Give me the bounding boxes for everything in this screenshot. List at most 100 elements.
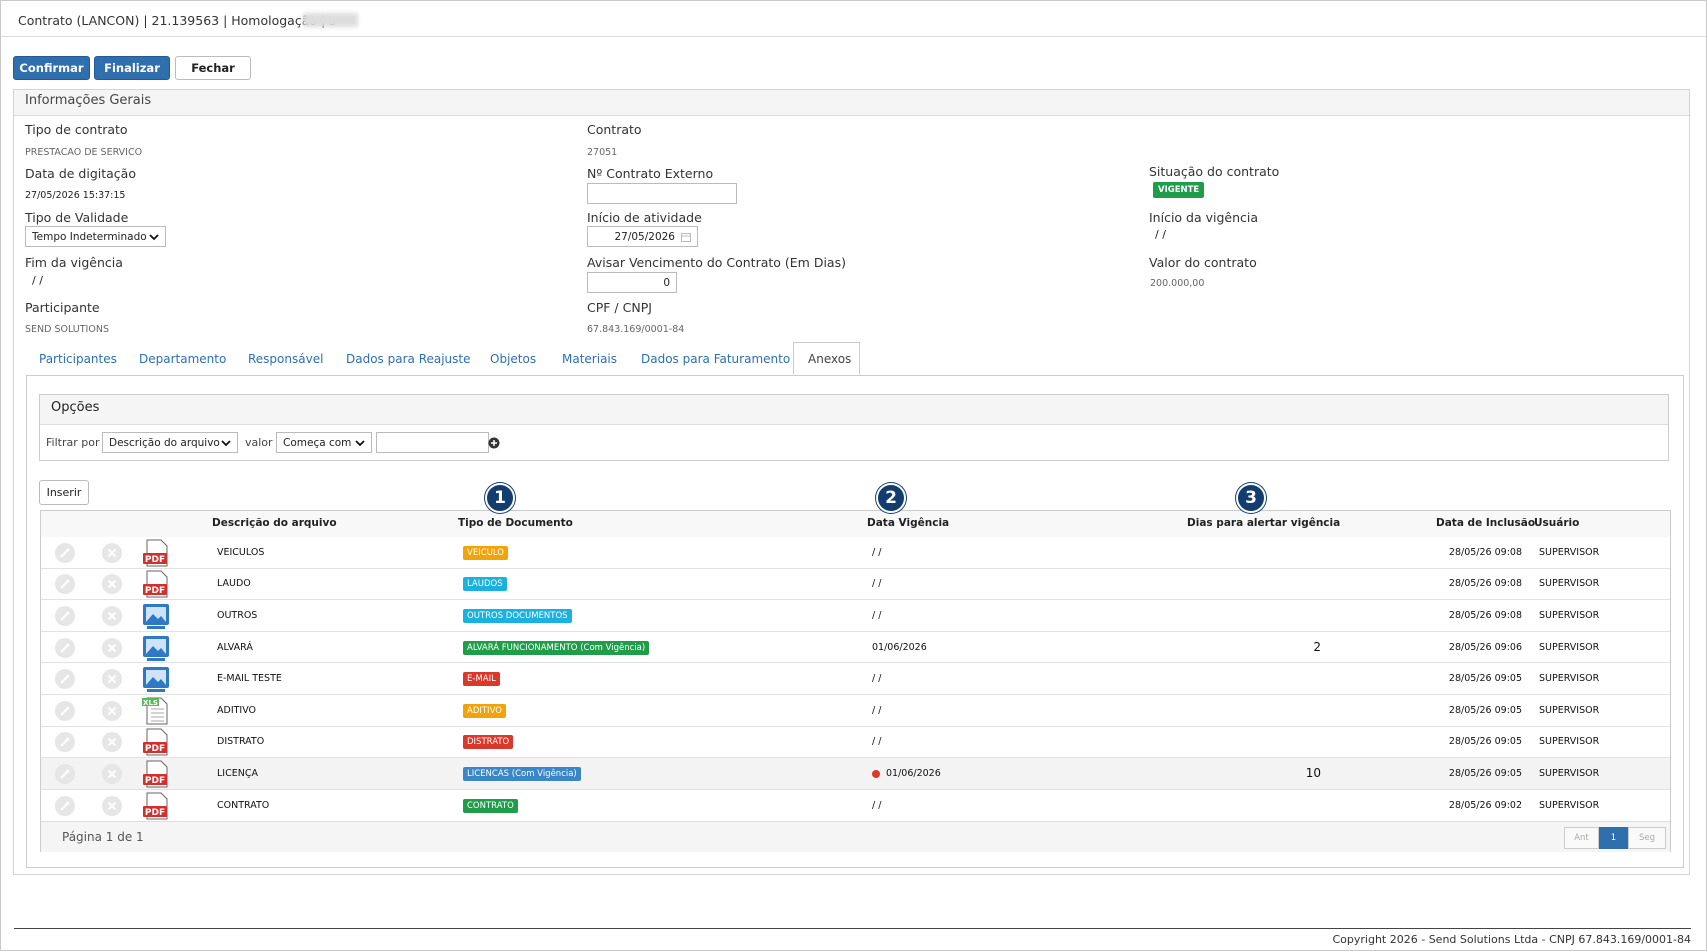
inclusion-date: 28/05/26 09:05: [1448, 736, 1522, 748]
options-header: [40, 395, 1668, 425]
filter-field-select[interactable]: Descrição do arquivo: [102, 432, 238, 453]
delete-button[interactable]: [101, 542, 123, 564]
next-page[interactable]: Seg: [1628, 827, 1666, 849]
pencil: [60, 769, 70, 779]
warn-days-input[interactable]: 0: [587, 272, 677, 293]
field-label: Valor do contrato: [1149, 255, 1257, 270]
validity-select[interactable]: Tempo Indeterminado: [25, 226, 166, 247]
tab[interactable]: Departamento: [139, 351, 227, 366]
table-footer: [41, 821, 1670, 852]
finish-button[interactable]: Finalizar: [94, 56, 170, 80]
document-type-badge: OUTROS DOCUMENTOS: [463, 609, 572, 623]
validity-date: / /: [872, 704, 882, 716]
icon-label: PDF: [145, 744, 165, 754]
callout-marker: 1: [485, 483, 515, 513]
file-icon[interactable]: PDF: [141, 570, 171, 598]
add-filter-icon[interactable]: [488, 437, 500, 449]
user: SUPERVISOR: [1539, 546, 1600, 558]
delete-button[interactable]: [101, 573, 123, 595]
filter-value-input[interactable]: [376, 432, 489, 453]
inclusion-date: 28/05/26 09:08: [1448, 546, 1522, 558]
field-label: Início de atividade: [587, 210, 702, 225]
file-icon[interactable]: PDF: [141, 728, 171, 756]
edit-button[interactable]: [54, 795, 76, 817]
field-label: Situação do contrato: [1149, 164, 1280, 179]
file-description: LICENÇA: [217, 768, 258, 779]
file-icon[interactable]: PDF: [141, 539, 171, 567]
edit-button[interactable]: [54, 573, 76, 595]
file-icon[interactable]: PDF: [141, 760, 171, 788]
edit-button[interactable]: [54, 700, 76, 722]
edit-button[interactable]: [54, 731, 76, 753]
filter-label: Filtrar por: [46, 436, 100, 449]
edit-button[interactable]: [54, 637, 76, 659]
pencil: [60, 706, 70, 716]
validity-date: / /: [872, 673, 882, 685]
inclusion-date: 28/05/26 09:06: [1448, 641, 1522, 653]
close-button[interactable]: Fechar: [175, 56, 251, 80]
column-header: Usuário: [1534, 517, 1580, 529]
pencil: [60, 800, 70, 811]
external-contract-input[interactable]: [587, 183, 737, 204]
validity-date: / /: [872, 546, 882, 558]
tab[interactable]: Dados para Reajuste: [346, 351, 471, 366]
column-header: Data de Inclusão: [1436, 517, 1536, 529]
callout-marker: 3: [1236, 483, 1266, 513]
tab[interactable]: Participantes: [39, 351, 117, 366]
operator-select[interactable]: Começa com: [276, 432, 372, 453]
field-value: PRESTACAO DE SERVICO: [25, 147, 143, 158]
tab[interactable]: Anexos: [793, 342, 860, 375]
field-label: Tipo de Validade: [25, 210, 129, 225]
document-type-badge: DISTRATO: [463, 735, 514, 750]
panel-header: [14, 90, 1689, 116]
base: [147, 626, 165, 629]
field-label: Tipo de contrato: [25, 122, 128, 137]
column-header: Descrição do arquivo: [212, 517, 337, 529]
tab[interactable]: Dados para Faturamento: [641, 351, 791, 366]
file-icon[interactable]: PDF: [141, 792, 171, 820]
footer-divider: [14, 928, 1691, 929]
prev-page[interactable]: Ant: [1564, 827, 1599, 849]
input-value: 27/05/2026: [614, 230, 675, 243]
edit-button[interactable]: [54, 668, 76, 690]
pdf-band: [143, 774, 167, 785]
file-icon[interactable]: [141, 634, 171, 662]
tab[interactable]: Responsável: [248, 351, 324, 366]
field-value: 27/05/2026 15:37:15: [25, 190, 126, 201]
start-date-input[interactable]: 27/05/2026: [587, 226, 698, 247]
confirm-button[interactable]: Confirmar: [13, 56, 90, 80]
delete-button[interactable]: [101, 700, 123, 722]
icon-label: XLS: [143, 699, 158, 707]
pdf-band: [143, 552, 167, 564]
status-badge: VIGENTE: [1153, 182, 1205, 198]
xls-band: [142, 697, 159, 706]
delete-button[interactable]: [101, 763, 123, 785]
inclusion-date: 28/05/26 09:08: [1448, 578, 1522, 590]
edit-button[interactable]: [54, 542, 76, 564]
file-description: CONTRATO: [217, 799, 270, 811]
file-icon[interactable]: [141, 602, 171, 630]
alert-dot: [872, 770, 880, 778]
current-page[interactable]: 1: [1599, 827, 1628, 849]
table-row: [41, 631, 1670, 664]
tab[interactable]: Materiais: [562, 351, 618, 366]
file-icon[interactable]: [141, 665, 171, 693]
delete-button[interactable]: [101, 668, 123, 690]
insert-button[interactable]: Inserir: [39, 480, 89, 505]
edit-button[interactable]: [54, 763, 76, 785]
column-header: Data Vigência: [867, 517, 950, 529]
icon-label: PDF: [145, 586, 165, 596]
tab[interactable]: Objetos: [490, 351, 537, 366]
page-title: Contrato (LANCON) | 21.139563 | Homologa…: [18, 13, 336, 28]
user: SUPERVISOR: [1539, 641, 1600, 653]
inclusion-date: 28/05/26 09:05: [1448, 704, 1522, 716]
delete-button[interactable]: [101, 605, 123, 627]
delete-button[interactable]: [101, 637, 123, 659]
options-box: [39, 394, 1669, 461]
file-icon[interactable]: XLS: [141, 697, 171, 725]
file-description: LAUDO: [217, 578, 251, 590]
delete-button[interactable]: [101, 795, 123, 817]
edit-button[interactable]: [54, 605, 76, 627]
delete-button[interactable]: [101, 731, 123, 753]
field-label: Nº Contrato Externo: [587, 166, 714, 181]
